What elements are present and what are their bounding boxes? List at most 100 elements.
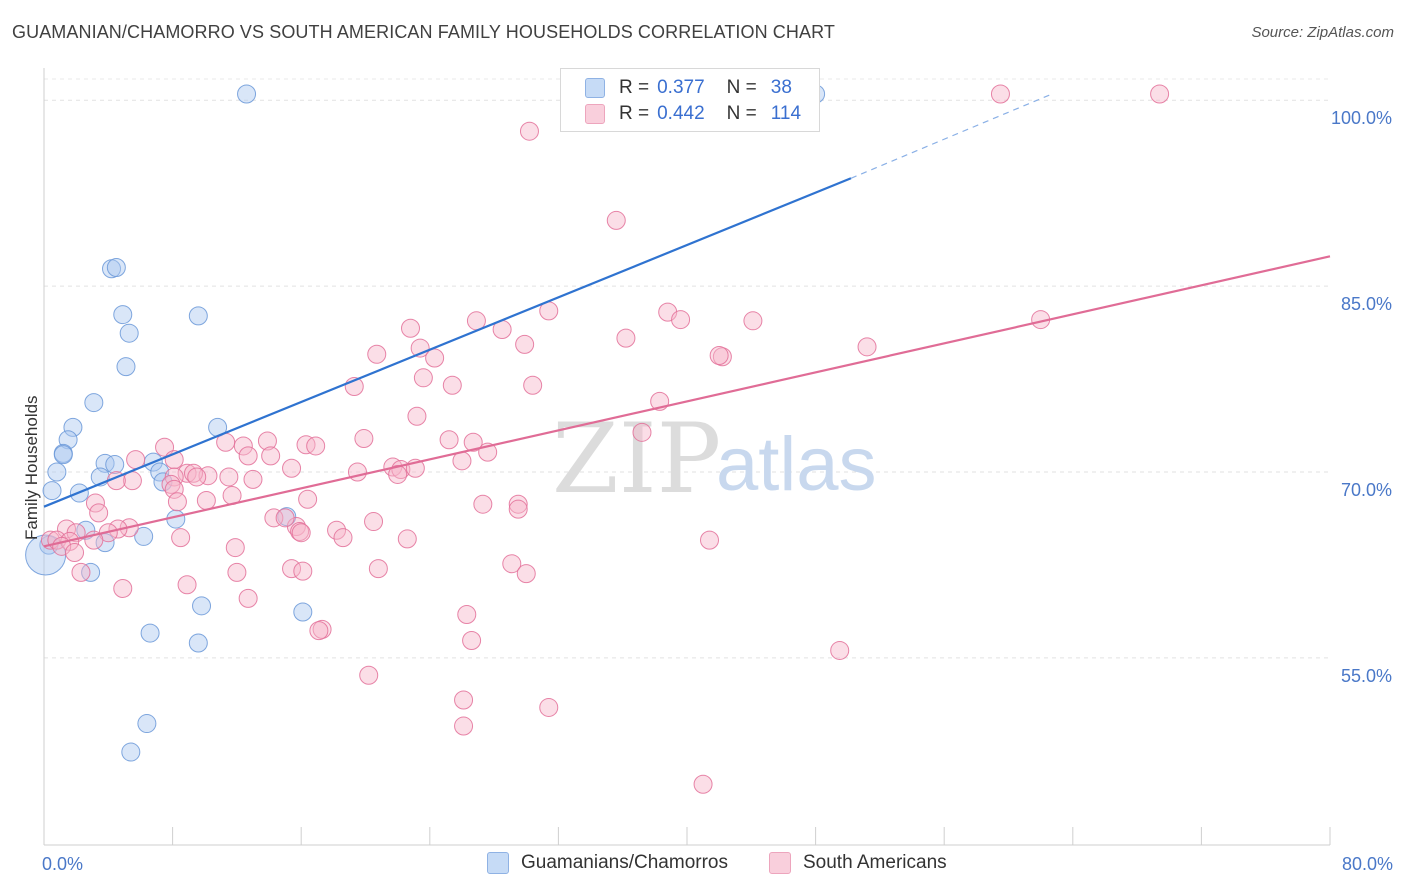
point-south-americans — [830, 640, 850, 660]
point-south-americans — [388, 464, 408, 484]
point-south-americans — [519, 121, 539, 141]
point-south-americans — [347, 462, 367, 482]
point-south-americans — [291, 523, 311, 543]
point-south-americans — [65, 543, 85, 563]
legend-n-label: N = — [726, 103, 757, 124]
point-south-americans — [89, 503, 109, 523]
point-south-americans — [227, 562, 247, 582]
point-guamanians — [53, 445, 73, 465]
point-south-americans — [327, 520, 347, 540]
point-guamanians — [137, 714, 157, 734]
legend-n-value: 38 — [770, 77, 792, 98]
point-south-americans — [990, 84, 1010, 104]
point-guamanians — [81, 562, 101, 582]
point-guamanians — [47, 462, 67, 482]
legend-row-south-americans: R = 0.442 N = 114 — [585, 101, 801, 127]
point-south-americans — [296, 435, 316, 455]
series-south-americans-points — [40, 84, 1170, 794]
point-guamanians — [106, 258, 126, 278]
point-south-americans — [462, 631, 482, 651]
point-south-americans — [367, 344, 387, 364]
point-guamanians — [153, 472, 173, 492]
point-south-americans — [312, 619, 332, 639]
point-guamanians — [119, 323, 139, 343]
legend-swatch-guamanians — [585, 78, 605, 98]
point-south-americans — [454, 690, 474, 710]
point-south-americans — [632, 422, 652, 442]
bottom-legend-swatch-guamanians — [487, 852, 509, 874]
point-south-americans — [171, 528, 191, 548]
legend-r-value: 0.377 — [657, 77, 705, 98]
point-south-americans — [219, 467, 239, 487]
point-guamanians — [63, 417, 83, 437]
y-tick-label: 55.0% — [1341, 666, 1392, 686]
point-south-americans — [743, 311, 763, 331]
point-south-americans — [709, 346, 729, 366]
point-south-americans — [397, 529, 417, 549]
point-south-americans — [359, 665, 379, 685]
y-tick-label: 85.0% — [1341, 294, 1392, 314]
point-south-americans — [238, 588, 258, 608]
x-tick-label: 80.0% — [1342, 854, 1393, 874]
point-guamanians — [105, 455, 125, 475]
point-south-americans — [282, 458, 302, 478]
legend-r-label: R = — [619, 103, 650, 124]
point-south-americans — [473, 494, 493, 514]
legend-box: R = 0.377 N = 38 R = 0.442 N = 114 — [560, 68, 820, 132]
point-south-americans — [502, 554, 522, 574]
point-guamanians — [188, 633, 208, 653]
point-south-americans — [401, 318, 421, 338]
legend-swatch-south-americans — [585, 104, 605, 124]
legend-r-value: 0.442 — [657, 103, 705, 124]
point-guamanians — [116, 357, 136, 377]
watermark-zip: ZIP — [552, 403, 721, 515]
point-guamanians — [188, 306, 208, 326]
point-south-americans — [298, 489, 318, 509]
y-tick-label: 100.0% — [1331, 108, 1392, 128]
point-south-americans — [539, 697, 559, 717]
axes — [43, 68, 1331, 846]
point-south-americans — [712, 347, 732, 367]
point-south-americans — [275, 508, 295, 528]
point-south-americans — [196, 490, 216, 510]
point-south-americans — [616, 328, 636, 348]
legend-n-label: N = — [726, 77, 757, 98]
point-south-americans — [225, 538, 245, 558]
point-south-americans — [71, 562, 91, 582]
point-south-americans — [238, 446, 258, 466]
point-south-americans — [243, 469, 263, 489]
point-guamanians — [140, 623, 160, 643]
point-south-americans — [282, 559, 302, 579]
bottom-legend-label-south-americans: South Americans — [803, 852, 947, 873]
point-south-americans — [164, 479, 184, 499]
trend-lines — [43, 93, 1331, 548]
point-guamanians — [42, 481, 62, 501]
point-south-americans — [293, 561, 313, 581]
legend-row-guamanians: R = 0.377 N = 38 — [585, 75, 792, 101]
point-south-americans — [523, 375, 543, 395]
y-tick-label: 70.0% — [1341, 480, 1392, 500]
point-south-americans — [333, 528, 353, 548]
point-south-americans — [167, 492, 187, 512]
point-south-americans — [463, 432, 483, 452]
point-south-americans — [515, 334, 535, 354]
point-south-americans — [454, 716, 474, 736]
point-south-americans — [508, 494, 528, 514]
bottom-legend-guamanians: Guamanians/Chamorros — [487, 852, 728, 874]
source-label: Source: ZipAtlas.com — [1251, 24, 1394, 41]
point-south-americans — [693, 774, 713, 794]
bottom-legend-label-guamanians: Guamanians/Chamorros — [521, 852, 728, 873]
bottom-legend: Guamanians/Chamorros South Americans — [0, 852, 1406, 878]
point-south-americans — [183, 463, 203, 483]
point-guamanians — [84, 393, 104, 413]
point-south-americans — [177, 575, 197, 595]
point-south-americans — [187, 467, 207, 487]
point-south-americans — [508, 499, 528, 519]
point-guamanians — [293, 602, 313, 622]
y-axis-label: Family Households — [22, 395, 41, 540]
point-south-americans — [257, 431, 277, 451]
legend-r-label: R = — [619, 77, 650, 98]
point-south-americans — [161, 474, 181, 494]
point-south-americans — [457, 605, 477, 625]
